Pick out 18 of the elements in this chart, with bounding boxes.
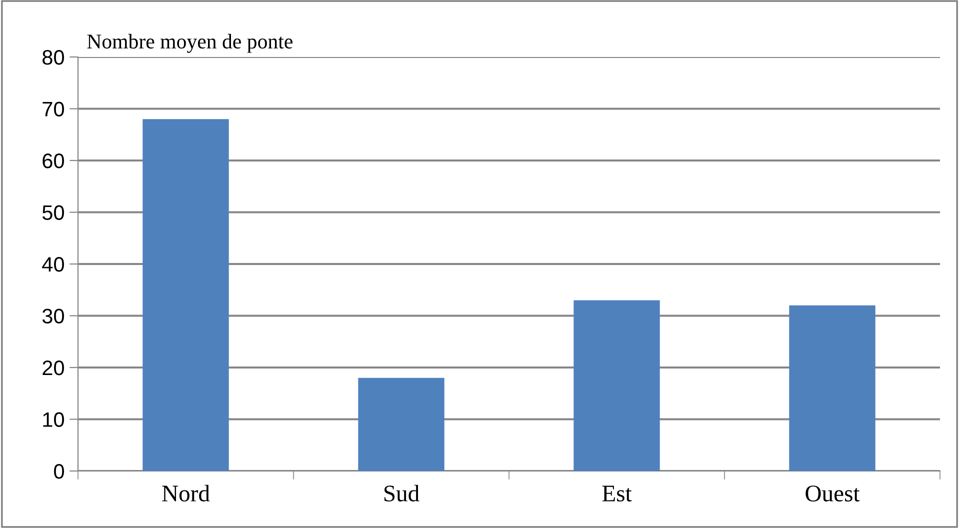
y-tick-label: 60 bbox=[42, 154, 64, 168]
x-tick-label: Ouest bbox=[806, 486, 860, 502]
y-tick-label: 80 bbox=[42, 50, 64, 65]
x-tick-label: Nord bbox=[162, 484, 210, 502]
y-tick-label: 10 bbox=[43, 412, 64, 428]
y-tick-label: 30 bbox=[42, 308, 64, 324]
y-tick-label: 50 bbox=[42, 205, 64, 220]
y-tick-label: 40 bbox=[42, 257, 64, 272]
x-tick-label: Sud bbox=[384, 484, 420, 502]
y-tick-label: 0 bbox=[54, 464, 64, 479]
bar bbox=[574, 300, 660, 471]
y-axis-title: Nombre moyen de ponte bbox=[87, 34, 292, 53]
x-tick-label: Est bbox=[602, 486, 632, 502]
bar bbox=[789, 305, 876, 471]
y-tick-label: 20 bbox=[42, 360, 64, 376]
bar bbox=[358, 378, 444, 471]
y-tick-label: 70 bbox=[42, 102, 64, 117]
bar bbox=[142, 119, 229, 471]
